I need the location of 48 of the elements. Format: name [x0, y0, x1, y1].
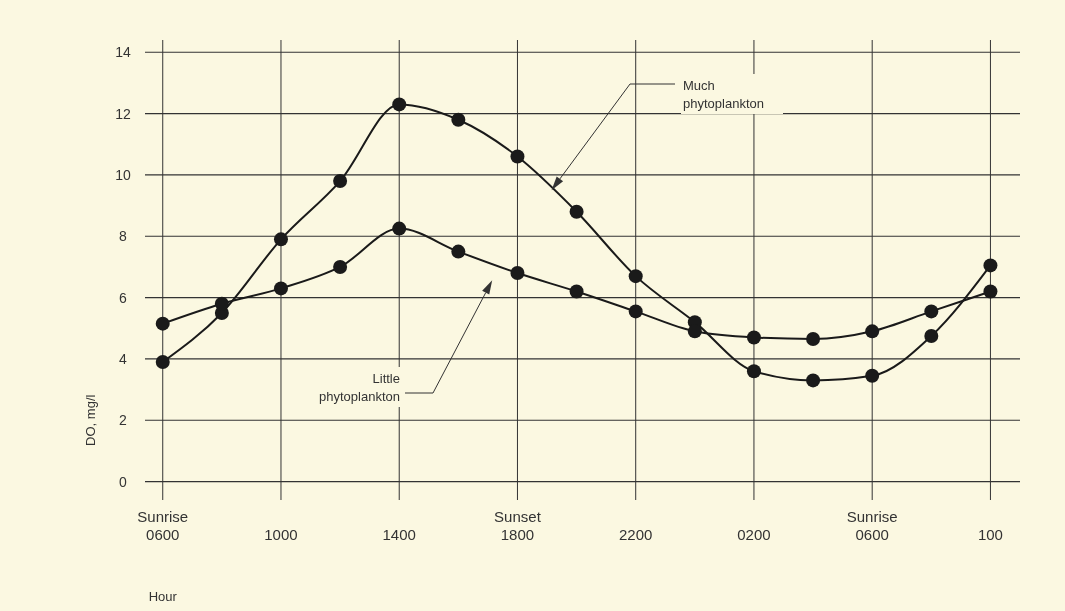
- point: [687, 324, 702, 339]
- point: [392, 221, 407, 236]
- point: [865, 368, 880, 383]
- y-tick-label: 0: [119, 473, 128, 490]
- y-tick-label: 10: [115, 166, 131, 183]
- point: [451, 244, 466, 259]
- y-tick-label: 2: [119, 412, 128, 429]
- point: [155, 355, 170, 369]
- point: [924, 328, 939, 343]
- point: [273, 281, 288, 296]
- point: [569, 284, 584, 299]
- x-tick-label: 100: [977, 526, 1003, 543]
- point: [333, 259, 348, 274]
- x-tick-label: 1400: [382, 526, 416, 543]
- point: [155, 316, 170, 331]
- point: [983, 284, 998, 299]
- x-tick-label: Sunrise 0600: [846, 508, 898, 543]
- x-tick-label: 2200: [619, 526, 653, 543]
- y-tick-label: 8: [119, 228, 128, 245]
- point: [924, 304, 939, 319]
- y-tick-label: 4: [119, 350, 128, 367]
- x-tick-label: Sunset 1800: [494, 508, 542, 543]
- point: [806, 373, 821, 388]
- point: [746, 364, 761, 379]
- x-tick-label: 1000: [264, 526, 298, 543]
- y-tick-label: 12: [115, 105, 131, 122]
- point: [628, 304, 643, 319]
- annotation: Much phytoplankton: [683, 78, 764, 111]
- y-tick-label: 6: [119, 289, 128, 306]
- point: [392, 97, 407, 112]
- point: [983, 258, 998, 273]
- y-tick-label: 14: [115, 44, 131, 61]
- point: [333, 174, 348, 189]
- point: [510, 149, 525, 164]
- point: [214, 296, 229, 311]
- x-axis-title: Hour: [148, 589, 178, 604]
- point: [510, 266, 525, 281]
- point: [451, 112, 466, 127]
- x-tick-label: Sunrise 0600: [137, 508, 189, 543]
- x-tick-label: 0200: [737, 526, 771, 543]
- point: [569, 204, 584, 219]
- point: [746, 330, 761, 345]
- point: [806, 332, 821, 346]
- point: [865, 324, 880, 339]
- point: [273, 232, 288, 247]
- annotation: Little phytoplankton: [319, 371, 400, 404]
- point: [628, 269, 643, 284]
- y-axis-title: DO, mg/l: [83, 394, 98, 446]
